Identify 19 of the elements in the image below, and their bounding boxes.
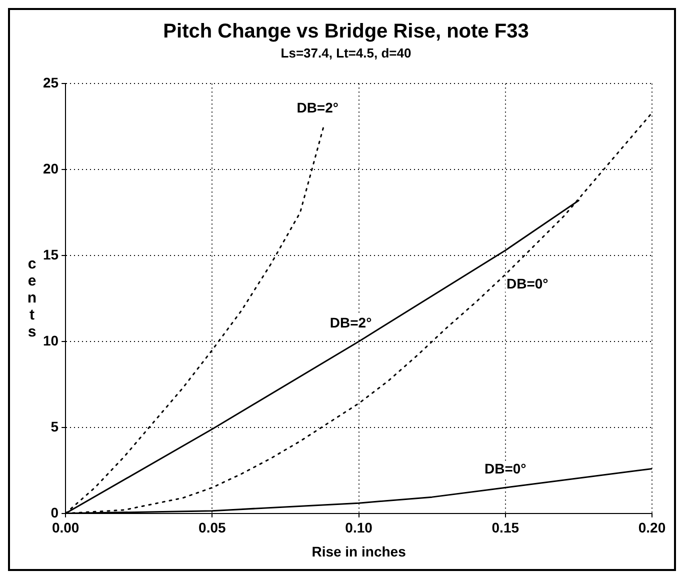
- x-tick-label: 0.10: [345, 520, 373, 536]
- x-tick-label: 0.15: [492, 520, 520, 536]
- annotation: DB=0°: [484, 460, 526, 476]
- chart-title: Pitch Change vs Bridge Rise, note F33: [163, 20, 529, 43]
- y-tick-label: 20: [42, 160, 59, 176]
- x-tick-label: 0.20: [638, 520, 666, 536]
- x-axis-title: Rise in inches: [312, 543, 406, 560]
- y-tick-label: 5: [50, 418, 59, 434]
- annotation: DB=2°: [330, 314, 372, 330]
- annotation: DB=2°: [296, 99, 338, 116]
- y-tick-label: 0: [50, 504, 59, 520]
- x-tick-label: 0.05: [198, 520, 226, 536]
- y-tick-label: 25: [42, 74, 59, 90]
- annotation: DB=0°: [506, 275, 548, 292]
- x-tick-label: 0.00: [52, 520, 80, 536]
- y-tick-label: 10: [42, 332, 59, 348]
- chart-subtitle: Ls=37.4, Lt=4.5, d=40: [280, 45, 412, 60]
- y-axis-title: cents: [27, 256, 37, 341]
- y-tick-label: 15: [42, 246, 59, 262]
